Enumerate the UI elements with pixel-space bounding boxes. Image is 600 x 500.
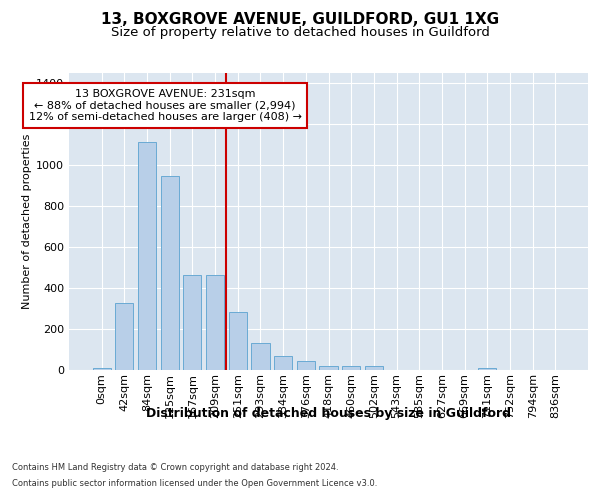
- Bar: [319, 366, 338, 370]
- Bar: [274, 356, 292, 370]
- Text: Distribution of detached houses by size in Guildford: Distribution of detached houses by size …: [146, 408, 511, 420]
- Bar: [92, 368, 111, 370]
- Text: Contains public sector information licensed under the Open Government Licence v3: Contains public sector information licen…: [12, 478, 377, 488]
- Text: 13, BOXGROVE AVENUE, GUILDFORD, GU1 1XG: 13, BOXGROVE AVENUE, GUILDFORD, GU1 1XG: [101, 12, 499, 28]
- Bar: [251, 344, 269, 370]
- Bar: [229, 312, 247, 370]
- Text: Contains HM Land Registry data © Crown copyright and database right 2024.: Contains HM Land Registry data © Crown c…: [12, 464, 338, 472]
- Bar: [138, 142, 156, 370]
- Bar: [206, 274, 224, 370]
- Text: Size of property relative to detached houses in Guildford: Size of property relative to detached ho…: [110, 26, 490, 39]
- Y-axis label: Number of detached properties: Number of detached properties: [22, 134, 32, 309]
- Bar: [161, 176, 179, 370]
- Bar: [342, 366, 360, 370]
- Bar: [478, 368, 496, 370]
- Text: 13 BOXGROVE AVENUE: 231sqm
← 88% of detached houses are smaller (2,994)
12% of s: 13 BOXGROVE AVENUE: 231sqm ← 88% of deta…: [29, 89, 302, 122]
- Bar: [297, 361, 315, 370]
- Bar: [115, 304, 133, 370]
- Bar: [184, 274, 202, 370]
- Bar: [365, 366, 383, 370]
